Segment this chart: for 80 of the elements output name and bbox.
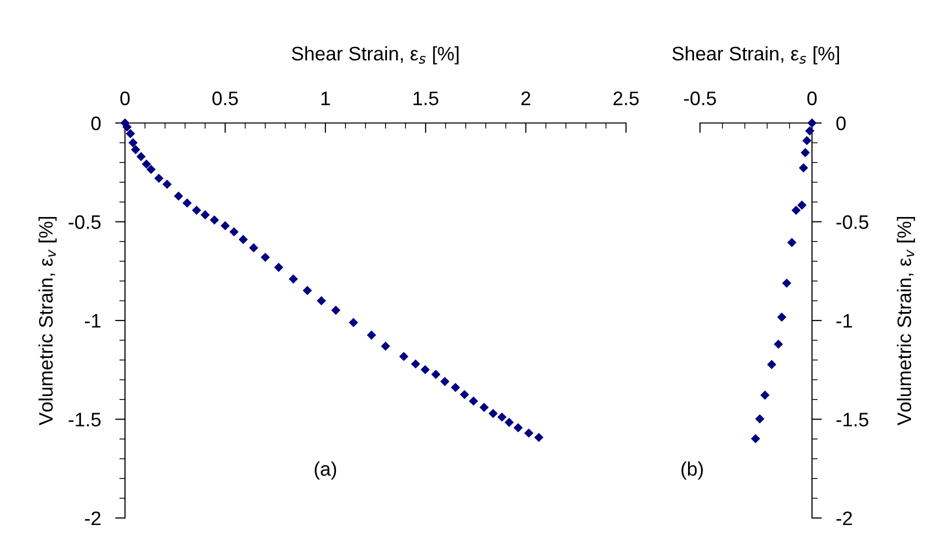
point xyxy=(791,206,801,215)
point xyxy=(249,243,258,252)
point xyxy=(805,126,814,136)
y-tick-label: -2 xyxy=(84,511,100,526)
x-tick-label: 1.5 xyxy=(414,92,438,106)
point xyxy=(182,198,192,208)
point xyxy=(348,318,358,328)
x-tick-label: 2.5 xyxy=(613,92,639,106)
x-tick-label: -0.5 xyxy=(684,92,716,106)
point xyxy=(302,286,312,296)
y-tick-label: -1 xyxy=(836,314,852,328)
x-axis-title: Shear Strain, ε$_{s}$ [%] xyxy=(292,46,458,64)
point xyxy=(399,352,408,362)
x-tick-label: 0 xyxy=(807,92,817,106)
y-tick-label: 0 xyxy=(91,116,101,130)
point xyxy=(798,163,808,172)
point xyxy=(755,414,764,424)
point xyxy=(128,138,138,148)
x-tick-label: 0.5 xyxy=(212,92,238,106)
annotation: (a) xyxy=(314,462,336,480)
point xyxy=(767,360,776,370)
point xyxy=(431,370,440,380)
point xyxy=(229,227,239,236)
point xyxy=(288,274,298,284)
point xyxy=(807,118,817,128)
point xyxy=(200,210,210,220)
point xyxy=(497,412,507,422)
point xyxy=(146,164,156,174)
point xyxy=(514,423,523,432)
x-tick-label: 2 xyxy=(521,92,530,106)
point xyxy=(787,238,796,248)
point xyxy=(777,312,786,322)
point xyxy=(238,234,248,244)
point xyxy=(750,434,760,444)
point xyxy=(274,262,284,272)
y-axis-title: Volumetric Strain, ε$_{v}$ [%] xyxy=(38,217,57,426)
point xyxy=(154,174,164,183)
point xyxy=(534,432,544,442)
point xyxy=(260,252,270,262)
point xyxy=(802,136,812,146)
point xyxy=(480,402,489,412)
point xyxy=(380,342,390,351)
y-tick-label: -2 xyxy=(836,511,852,526)
point xyxy=(174,191,184,201)
point xyxy=(420,365,430,374)
annotation: (b) xyxy=(681,462,703,480)
point xyxy=(210,215,219,225)
point xyxy=(797,200,807,210)
point xyxy=(800,148,810,158)
y-tick-label: -0.5 xyxy=(68,215,101,229)
point xyxy=(366,330,376,340)
point xyxy=(774,340,784,349)
point xyxy=(450,382,460,392)
point xyxy=(192,206,202,215)
point xyxy=(126,129,136,138)
point xyxy=(782,278,792,288)
y-tick-label: -1.5 xyxy=(68,412,101,426)
point xyxy=(524,428,534,438)
point xyxy=(142,159,152,169)
y-tick-label: -1.5 xyxy=(836,412,868,426)
x-tick-label: 0 xyxy=(120,92,130,106)
y-tick-label: 0 xyxy=(836,116,846,130)
point xyxy=(131,145,140,154)
point xyxy=(410,359,420,369)
x-tick-label: 1 xyxy=(321,92,330,106)
point xyxy=(440,376,450,386)
point xyxy=(331,306,340,315)
point xyxy=(488,408,498,418)
point xyxy=(220,221,230,230)
y-tick-label: -1 xyxy=(84,314,100,328)
y-axis-title: Volumetric Strain, ε$_{v}$ [%] xyxy=(896,217,916,426)
point xyxy=(460,390,470,400)
point xyxy=(162,180,172,189)
point xyxy=(760,390,770,400)
point xyxy=(504,418,514,428)
point xyxy=(136,152,146,162)
point xyxy=(316,296,326,306)
y-tick-label: -0.5 xyxy=(836,215,868,229)
x-axis-title: Shear Strain, ε$_{s}$ [%] xyxy=(672,46,839,64)
point xyxy=(468,396,478,406)
